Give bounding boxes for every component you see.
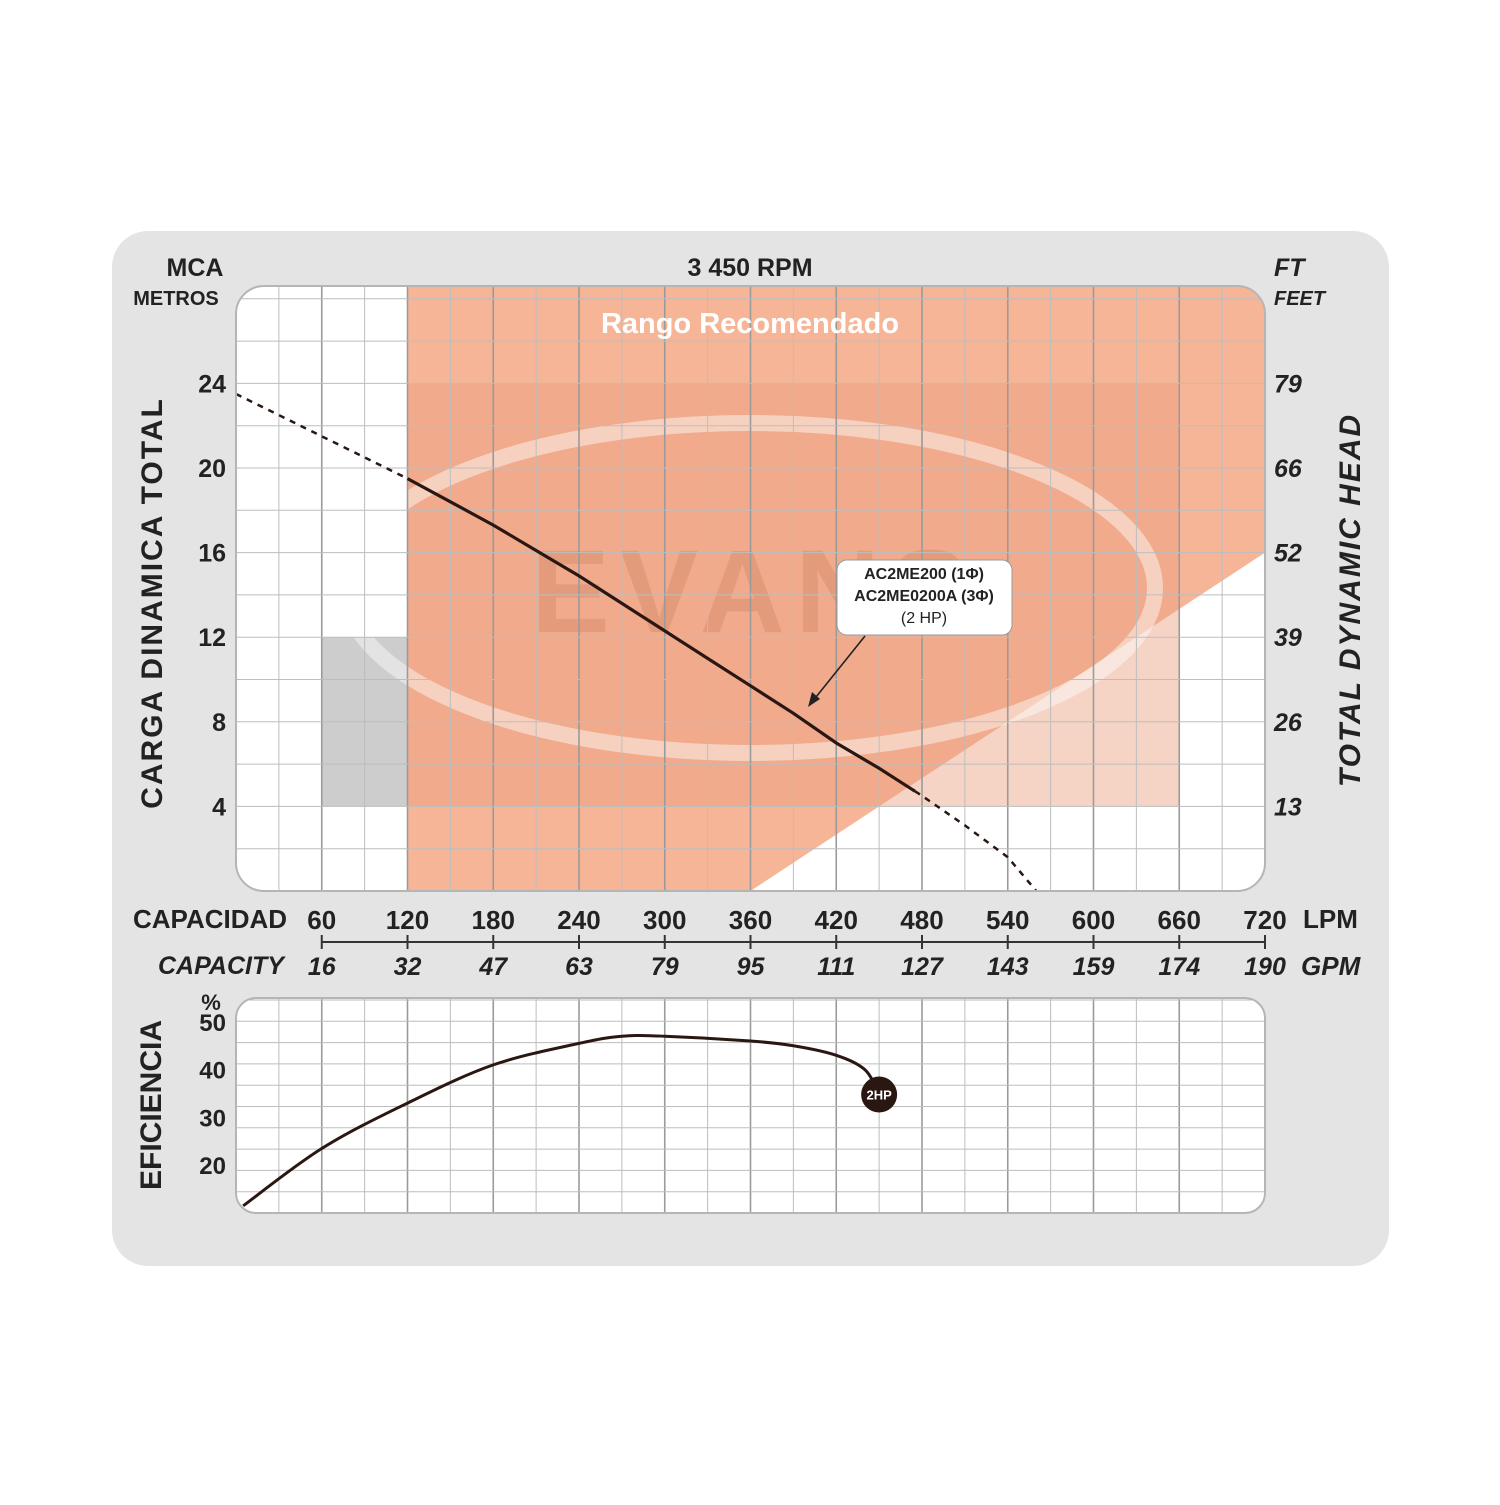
- callout-model-2: AC2ME0200A (3Φ): [854, 588, 994, 605]
- efficiency-tick-label: 30: [199, 1105, 226, 1132]
- callout-box: [836, 559, 1013, 636]
- efficiency-end-marker: [861, 1076, 898, 1113]
- head-m-tick-label: 24: [198, 370, 226, 398]
- capacity-axis: [320, 935, 1266, 949]
- head-axis-title-right: TOTAL DYNAMIC HEAD: [1334, 413, 1367, 787]
- callout-line-2: AC2ME0200A (3Φ): [854, 588, 994, 605]
- head-m-tick-label: 20: [198, 455, 226, 483]
- efficiency-plot: [235, 997, 1266, 1214]
- gpm-tick-label: 79: [651, 953, 679, 981]
- gpm-tick-label: 111: [817, 953, 855, 981]
- head-ft-tick-label: 79: [1274, 370, 1302, 398]
- lpm-unit: LPM: [1303, 904, 1358, 934]
- head-ft-tick-label: 26: [1273, 709, 1303, 737]
- head-m-tick-label: 12: [198, 624, 226, 652]
- lpm-tick-label: 720: [1243, 905, 1286, 935]
- tick-labels: 6016120321804724063300793609542011148012…: [198, 370, 1303, 1180]
- head-ft-tick-label: 52: [1274, 540, 1302, 568]
- callout-model-1: AC2ME200 (1Φ): [864, 566, 984, 583]
- callout-leader-line: [811, 635, 866, 703]
- capacity-label-en: CAPACITY: [158, 952, 286, 980]
- lpm-tick-label: 300: [643, 905, 686, 935]
- gpm-tick-label: 95: [737, 953, 766, 981]
- head-ft-tick-label: 13: [1274, 793, 1302, 821]
- lpm-tick-label: 240: [557, 905, 600, 935]
- rpm-label: 3 450 RPM: [687, 254, 812, 282]
- head-plot-border: [235, 285, 1266, 892]
- gpm-tick-label: 63: [565, 953, 593, 981]
- head-ft-tick-label: 39: [1274, 624, 1302, 652]
- head-m-tick-label: 4: [212, 793, 226, 821]
- efficiency-plot-grid: [236, 998, 1265, 1213]
- lpm-tick-label: 60: [307, 905, 336, 935]
- gpm-tick-label: 16: [308, 953, 337, 981]
- efficiency-unit: %: [201, 990, 221, 1015]
- lpm-tick-label: 480: [900, 905, 943, 935]
- efficiency-end-label: 2HP: [866, 1088, 892, 1103]
- gpm-tick-label: 47: [478, 953, 508, 981]
- lpm-tick-label: 420: [815, 905, 858, 935]
- gpm-tick-label: 143: [987, 953, 1029, 981]
- efficiency-tick-label: 40: [199, 1058, 226, 1085]
- efficiency-curve-group: [242, 1033, 881, 1208]
- head-axis-title: CARGA DINAMICA TOTAL: [136, 397, 169, 809]
- head-curve-dashed-left: [236, 392, 409, 480]
- gpm-tick-label: 174: [1158, 953, 1200, 981]
- efficiency-axis-title: EFICIENCIA: [135, 1020, 168, 1190]
- head-m-tick-label: 8: [212, 709, 226, 737]
- curve-callout: AC2ME200 (1Φ) AC2ME0200A (3Φ) (2 HP): [808, 559, 1013, 707]
- right-unit-sub: FEET: [1274, 288, 1327, 310]
- efficiency-tick-label: 20: [199, 1153, 226, 1180]
- head-plot: EVANS: [235, 285, 1266, 892]
- head-curve: [406, 477, 916, 793]
- lpm-tick-label: 600: [1072, 905, 1115, 935]
- lpm-tick-label: 120: [386, 905, 429, 935]
- head-m-tick-label: 16: [198, 540, 226, 568]
- callout-arrowhead: [808, 692, 820, 707]
- lpm-tick-label: 180: [472, 905, 515, 935]
- lpm-tick-label: 660: [1158, 905, 1201, 935]
- head-plot-grid: [236, 286, 1265, 891]
- gpm-tick-label: 159: [1073, 953, 1115, 981]
- gpm-tick-label: 32: [394, 953, 422, 981]
- efficiency-curve: [242, 1033, 881, 1208]
- callout-hp: (2 HP): [901, 610, 947, 627]
- gpm-tick-label: 190: [1244, 953, 1286, 981]
- gpm-tick-label: 127: [901, 953, 944, 981]
- recommended-range-label: Rango Recomendado: [601, 308, 899, 340]
- left-unit-sub: METROS: [133, 288, 219, 310]
- left-unit: MCA: [167, 254, 224, 282]
- head-curve-dashed-right: [914, 790, 1038, 891]
- efficiency-plot-border: [235, 997, 1266, 1214]
- efficiency-tick-label: 50: [199, 1010, 226, 1037]
- right-unit: FT: [1274, 254, 1307, 282]
- head-curve-group: [236, 392, 1038, 891]
- capacity-label: CAPACIDAD: [133, 904, 287, 934]
- head-ft-tick-label: 66: [1274, 455, 1303, 483]
- lpm-tick-label: 360: [729, 905, 772, 935]
- callout-line-1: AC2ME200 (1Φ): [864, 566, 984, 583]
- gpm-unit: GPM: [1301, 951, 1362, 981]
- lpm-tick-label: 540: [986, 905, 1029, 935]
